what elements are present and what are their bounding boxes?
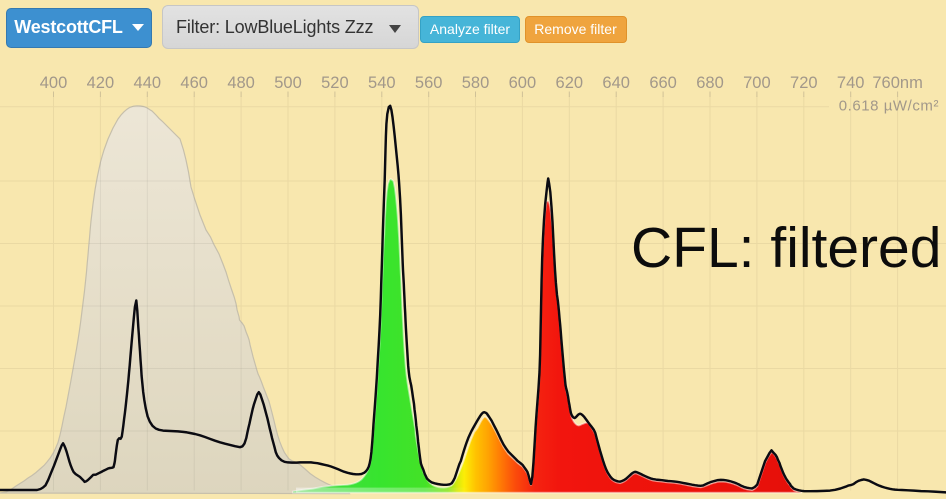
svg-text:700: 700: [743, 74, 771, 92]
svg-text:0.618 µW/cm²: 0.618 µW/cm²: [839, 98, 939, 115]
svg-text:520: 520: [321, 74, 349, 92]
svg-text:400: 400: [40, 74, 68, 92]
svg-text:680: 680: [696, 74, 724, 92]
svg-text:640: 640: [602, 74, 630, 92]
svg-text:580: 580: [462, 74, 490, 92]
svg-text:560: 560: [415, 74, 443, 92]
svg-text:420: 420: [87, 74, 115, 92]
svg-text:540: 540: [368, 74, 396, 92]
svg-text:460: 460: [180, 74, 208, 92]
svg-text:440: 440: [134, 74, 162, 92]
svg-text:740: 740: [837, 74, 865, 92]
svg-text:480: 480: [227, 74, 255, 92]
svg-text:620: 620: [556, 74, 584, 92]
svg-text:720: 720: [790, 74, 818, 92]
svg-text:600: 600: [509, 74, 537, 92]
svg-text:500: 500: [274, 74, 302, 92]
svg-text:660: 660: [649, 74, 677, 92]
svg-text:760nm: 760nm: [872, 74, 922, 92]
